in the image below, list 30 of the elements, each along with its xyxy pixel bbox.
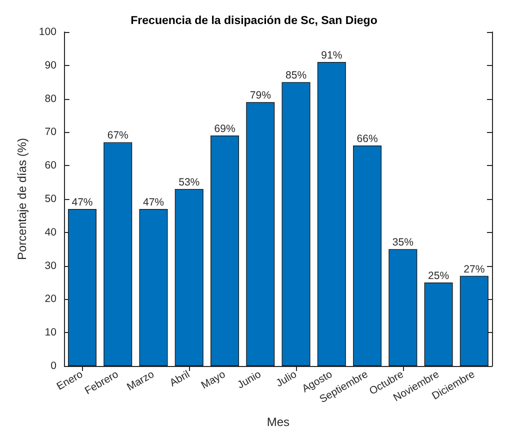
x-tick-label: Julio (274, 369, 299, 390)
y-axis-title: Porcentaje de días (%) (15, 138, 29, 260)
data-label: 69% (214, 123, 236, 136)
data-label: 66% (356, 133, 378, 146)
y-tick-label: 0 (50, 360, 57, 372)
y-tick-label: 90 (44, 59, 57, 72)
x-tick-label: Mayo (200, 369, 228, 392)
data-label: 47% (72, 196, 93, 209)
data-label: 91% (321, 50, 342, 62)
data-label: 67% (107, 130, 128, 142)
data-label: 35% (392, 236, 414, 249)
data-label: 25% (428, 270, 450, 282)
data-label: 27% (464, 263, 485, 276)
y-tick-label: 100 (38, 26, 57, 38)
data-label: 79% (250, 90, 271, 102)
y-tick-label: 60 (44, 160, 57, 172)
y-tick-label: 20 (44, 293, 57, 306)
x-tick-label: Junio (236, 369, 264, 392)
y-tick-label: 80 (44, 92, 57, 105)
y-tick-label: 50 (44, 193, 57, 205)
x-tick-label: Abril (168, 369, 192, 390)
y-tick-label: 30 (44, 260, 57, 272)
data-label: 47% (142, 196, 164, 209)
x-axis-title: Mes (266, 415, 290, 429)
data-label: 53% (178, 176, 200, 188)
y-tick-label: 10 (44, 326, 57, 339)
y-tick-label: 70 (44, 126, 57, 138)
data-label: 85% (286, 70, 307, 82)
chart-title: Frecuencia de la disipación de Sc, San Diego (130, 15, 378, 27)
y-tick-label: 40 (44, 226, 57, 238)
